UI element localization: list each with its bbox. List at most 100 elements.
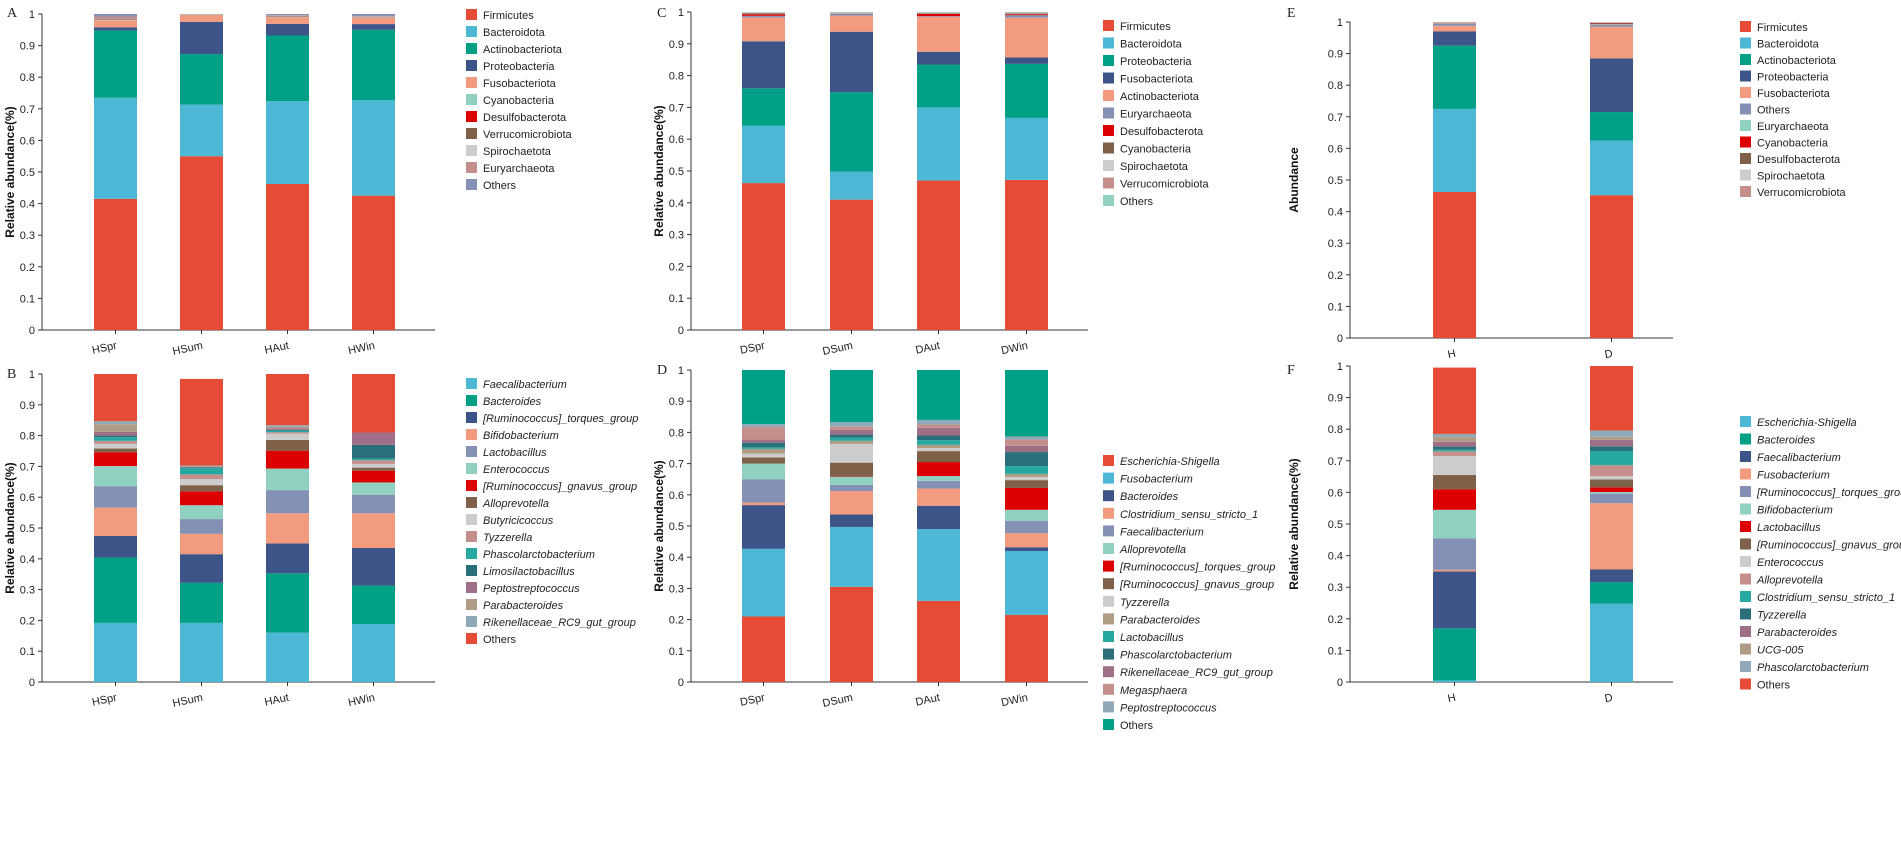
x-tick-label-dspr: DSpr	[739, 692, 766, 709]
legend-label-faecalibacterium: Faecalibacterium	[483, 379, 567, 391]
bar-segment-h-alloprevotella	[1433, 451, 1476, 457]
bar-segment-d-desulfobacterota	[1590, 22, 1633, 24]
legend-swatch-others	[466, 179, 477, 190]
y-tick-label: 0.7	[1328, 112, 1343, 124]
bar-segment-d-spirochaetota	[1590, 22, 1633, 23]
chart-panel-f: F Relative abundance(%) 0 0.1 0.2 0.3 0.4 0.5 0.…	[1287, 361, 1901, 705]
bar-segment-hsum-bacteroides	[180, 582, 223, 623]
bar-segment-dsum-others	[830, 12, 873, 13]
legend-label-lactobacillus: Lactobacillus	[1120, 632, 1184, 644]
bar-segment-dspr-actinobacteriota	[742, 17, 785, 42]
legend-label-tyzzerella: Tyzzerella	[483, 532, 532, 544]
bar-segment-dspr-phascolarctobacterium	[742, 442, 785, 448]
bar-segment-dspr-euryarchaeota	[742, 15, 785, 18]
bar-segment-h-ucg-005	[1433, 437, 1476, 442]
bar-segment-daut-alloprevotella	[917, 476, 960, 481]
legend-swatch-phascolarctobacterium	[1103, 648, 1114, 660]
panel-label: F	[1287, 363, 1295, 378]
legend-label-bacteroides: Bacteroides	[483, 396, 542, 408]
x-tick-label-dspr: DSpr	[739, 340, 766, 357]
bar-segment-hsum-ruminococcus-gnavus-group	[180, 491, 223, 506]
bar-segment-dsum-ruminococcus-gnavus-group	[830, 462, 873, 477]
bar-segment-hsum-firmicutes	[180, 156, 223, 330]
bar-segment-dwin-others	[1005, 370, 1048, 437]
bar-segment-dwin-actinobacteriota	[1005, 17, 1048, 58]
panel-label: D	[657, 363, 667, 378]
bar-segment-hspr-ruminococcus-gnavus-group	[94, 452, 137, 467]
bar-segment-h-lactobacillus	[1433, 489, 1476, 510]
x-tick-label-dsum: DSum	[822, 692, 854, 710]
chart-panel-b: B Relative abundance(%) 0 0.1 0.2 0.3 0.4 0.5 0.…	[3, 367, 638, 710]
y-tick-label: 0	[678, 325, 684, 337]
bar-segment-daut-proteobacteria	[917, 64, 960, 108]
bar-segment-h-actinobacteriota	[1433, 45, 1476, 109]
legend-label-parabacteroides: Parabacteroides	[1120, 614, 1201, 626]
bar-segment-hwin-enterococcus	[352, 482, 395, 495]
bar-segment-dspr-rikenellaceae-rc9-gut-group	[742, 439, 785, 443]
legend-swatch-euryarchaeota	[1103, 107, 1114, 119]
legend-label-faecalibacterium: Faecalibacterium	[1757, 452, 1841, 464]
y-tick-label: 0.4	[1328, 207, 1343, 219]
legend-label-tyzzerella: Tyzzerella	[1120, 597, 1169, 609]
bar-segment-dsum-megasphaera	[830, 426, 873, 430]
bar-segment-haut-ruminococcus-gnavus-group	[266, 450, 309, 469]
bar-segment-dspr-escherichia-shigella	[742, 616, 785, 682]
bar-segment-hwin-ruminococcus-torques-group	[352, 548, 395, 586]
bar-segment-hsum-phascolarctobacterium	[180, 468, 223, 475]
bar-segment-h-phascolarctobacterium	[1433, 433, 1476, 438]
bar-segment-hwin-cyanobacteria	[352, 17, 395, 18]
bar-segment-hwin-limosilactobacillus	[352, 444, 395, 459]
bar-segment-dspr-others	[742, 370, 785, 424]
legend-swatch-bacteroides	[1103, 490, 1114, 502]
x-tick-label-h: H	[1447, 348, 1457, 361]
bar-segment-h-clostridium-sensu-stricto-1	[1433, 449, 1476, 452]
y-tick-label: 0.5	[20, 167, 35, 179]
legend-swatch-verrucomicrobiota	[1103, 177, 1114, 189]
legend-swatch-spirochaetota	[466, 145, 477, 156]
legend-label-verrucomicrobiota: Verrucomicrobiota	[1120, 179, 1210, 191]
bar-segment-haut-lactobacillus	[266, 490, 309, 514]
bar-segment-daut-others	[917, 370, 960, 420]
legend-label-spirochaetota: Spirochaetota	[1120, 161, 1189, 173]
legend-label-enterococcus: Enterococcus	[483, 464, 550, 476]
bar-segment-hwin-alloprevotella	[352, 467, 395, 471]
bar-segment-hwin-tyzzerella	[352, 460, 395, 464]
bar-segment-daut-desulfobacterota	[917, 13, 960, 17]
bar-segment-daut-peptostreptococcus	[917, 419, 960, 425]
panel-label: B	[7, 367, 16, 382]
bar-segment-dsum-escherichia-shigella	[830, 586, 873, 682]
bar-segment-d-euryarchaeota	[1590, 24, 1633, 25]
bar-segment-dwin-fusobacteriota	[1005, 57, 1048, 64]
bar-segment-hsum-alloprevotella	[180, 485, 223, 492]
y-tick-label: 1	[29, 369, 35, 381]
bar-segment-hspr-euryarchaeota	[94, 16, 137, 19]
bar-segment-hspr-bifidobacterium	[94, 507, 137, 537]
bar-segment-daut-spirochaetota	[917, 12, 960, 14]
y-axis-title: Relative abundance(%)	[652, 105, 666, 236]
y-tick-label: 0.8	[20, 72, 35, 84]
bar-segment-hsum-enterococcus	[180, 505, 223, 520]
bar-segment-dspr-firmicutes	[742, 183, 785, 330]
y-tick-label: 0.6	[20, 492, 35, 504]
legend-swatch-spirochaetota	[1740, 169, 1751, 181]
y-tick-label: 0.5	[669, 521, 684, 533]
legend-swatch-verrucomicrobiota	[466, 128, 477, 139]
panel-label: C	[657, 6, 666, 21]
bar-segment-dspr-desulfobacterota	[742, 14, 785, 16]
bar-segment-dspr-fusobacterium	[742, 548, 785, 617]
y-tick-label: 0.2	[669, 615, 684, 627]
legend-label-cyanobacteria: Cyanobacteria	[1757, 138, 1829, 150]
legend-label-proteobacteria: Proteobacteria	[483, 61, 555, 73]
legend-label-ruminococcus-gnavus-group: [Ruminococcus]_gnavus_group	[1119, 579, 1274, 591]
y-tick-label: 0.2	[1328, 270, 1343, 282]
y-tick-label: 0.4	[20, 554, 35, 566]
bar-segment-daut-euryarchaeota	[917, 16, 960, 17]
bar-segment-haut-tyzzerella	[266, 432, 309, 434]
bar-segment-daut-rikenellaceae-rc9-gut-group	[917, 427, 960, 436]
y-tick-label: 0.6	[20, 135, 35, 147]
legend-swatch-ruminococcus-torques-group	[466, 412, 477, 423]
bar-segment-haut-bifidobacterium	[266, 513, 309, 544]
bar-segment-daut-bacteroidota	[917, 107, 960, 181]
y-axis-title: Relative abundance(%)	[1287, 458, 1301, 589]
legend-swatch-desulfobacterota	[1103, 125, 1114, 136]
